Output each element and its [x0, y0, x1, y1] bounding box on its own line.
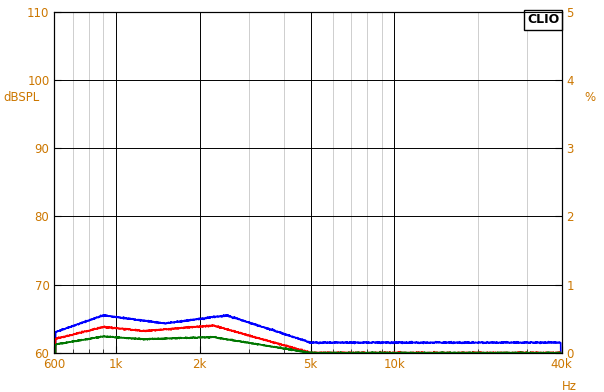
Text: dBSPL: dBSPL [3, 91, 39, 103]
Text: Hz: Hz [562, 380, 577, 392]
Text: CLIO: CLIO [527, 13, 559, 27]
Text: %: % [584, 91, 595, 103]
